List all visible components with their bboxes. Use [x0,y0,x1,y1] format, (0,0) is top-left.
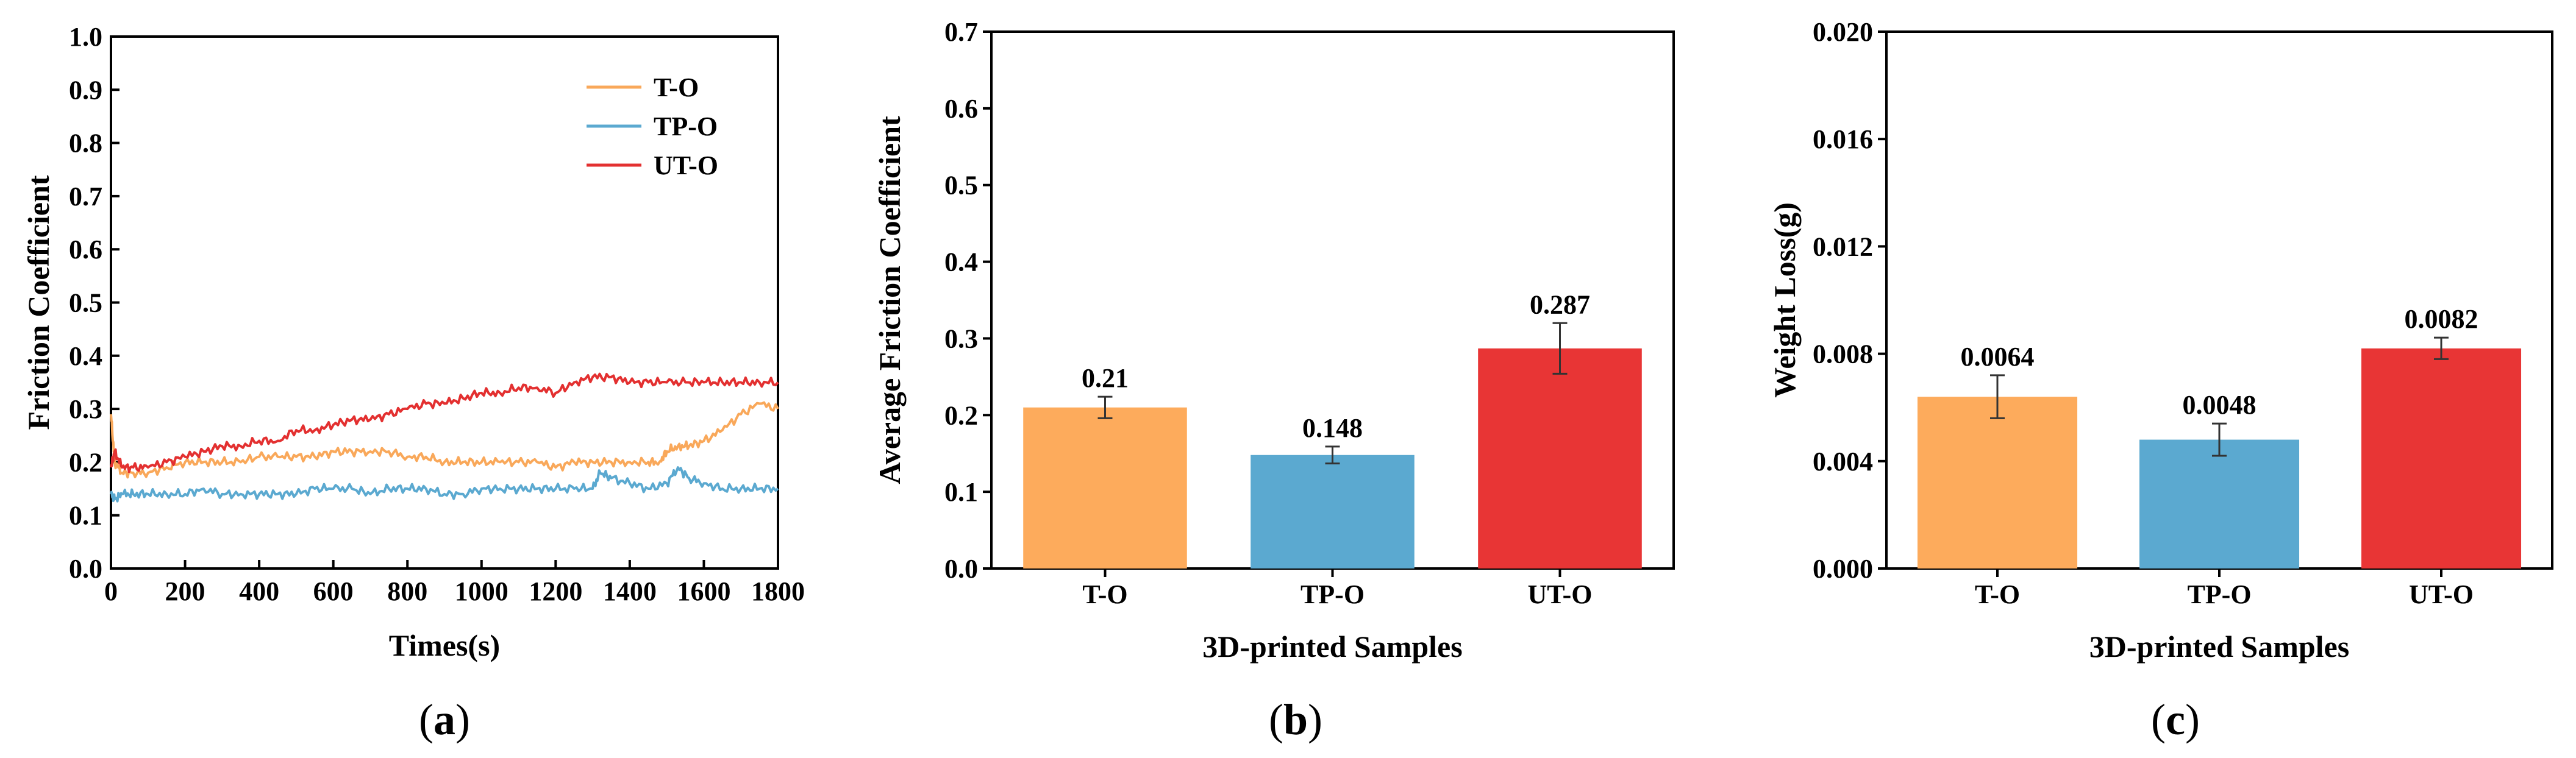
panel-a-legend-label: TP-O [654,112,718,141]
panel-b-bar-t-o [1023,407,1187,568]
panel-c-bar-t-o [1917,397,2078,568]
panel-c-y-tick-label: 0.004 [1813,447,1873,476]
panel-c-x-tick-label: UT-O [2409,579,2474,609]
panel-c-x-tick-label: T-O [1975,579,2020,609]
panel-a-series-line-tp-o [110,466,779,503]
panel-c-data-label: 0.0064 [1961,342,2035,372]
panel-a-x-tick-label: 1400 [603,576,657,606]
panel-c-caption-letter: c [2166,695,2185,744]
panel-b-y-tick-label: 0.1 [944,477,978,507]
panel-a-y-tick-label: 0.1 [69,501,102,531]
panel-a-legend-label: UT-O [654,151,718,180]
panel-b-data-label: 0.287 [1530,289,1590,319]
panel-b-y-axis-label: Average Friction Coefficient [872,116,907,484]
panel-c-y-tick-label: 0.012 [1813,232,1873,261]
panel-a-legend-label: T-O [654,73,699,102]
panel-c-y-tick-label: 0.000 [1813,554,1873,584]
panel-c-y-tick-label: 0.016 [1813,124,1873,154]
panel-a-x-tick-label: 1200 [529,576,582,606]
panel-c-y-axis-label: Weight Loss(g) [1768,202,1802,398]
panel-b-y-tick-label: 0.0 [944,554,978,584]
panel-b-x-axis-label: 3D-printed Samples [1202,629,1462,664]
panel-a-y-tick-label: 0.8 [69,129,102,158]
panel-b-data-label: 0.21 [1082,363,1129,393]
panel-a-x-axis-label: Times(s) [389,628,500,662]
panel-c-caption: (c) [2151,695,2200,744]
panel-b-data-label: 0.148 [1302,413,1363,443]
panel-a-y-tick-label: 0.7 [69,182,102,211]
panel-b-y-tick-label: 0.7 [944,17,978,47]
panel-b-x-tick-label: TP-O [1300,579,1365,609]
panel-b-caption: (b) [1269,695,1322,744]
panel-a-x-tick-label: 1000 [455,576,508,606]
panel-a-y-tick-label: 0.5 [69,288,102,318]
panel-a-y-tick-label: 0.3 [69,394,102,424]
panel-a-x-tick-label: 800 [387,576,427,606]
panel-c-x-tick-label: TP-O [2187,579,2251,609]
panel-c-y-tick-label: 0.008 [1813,339,1873,369]
panel-b-x-tick-label: T-O [1082,579,1127,609]
panel-c-bar-ut-o [2361,348,2522,568]
panel-a-y-tick-label: 0.4 [69,341,102,371]
panel-b-y-tick-label: 0.6 [944,94,978,124]
panel-b-y-tick-label: 0.4 [944,247,978,277]
panel-a-y-tick-label: 1.0 [69,22,102,52]
panel-c-data-label: 0.0048 [2183,390,2257,420]
panel-a-series-line-t-o [110,401,779,479]
panel-a-x-tick-label: 1800 [751,576,805,606]
panel-a-y-axis-label: Friction Coefficient [21,175,55,430]
panel-b-y-tick-label: 0.5 [944,171,978,200]
panel-c-bar-tp-o [2139,439,2300,568]
panel-a-y-tick-label: 0.0 [69,554,102,584]
panel-b-caption-letter: b [1283,695,1308,744]
panel-b-bar-tp-o [1251,455,1415,568]
panel-b-y-tick-label: 0.2 [944,400,978,430]
panel-c-data-label: 0.0082 [2405,304,2478,334]
panel-b-bar-ut-o [1478,348,1642,568]
panel-a-x-tick-label: 600 [313,576,354,606]
panel-a-x-tick-label: 1600 [677,576,730,606]
panel-a-x-tick-label: 400 [239,576,279,606]
panel-a-caption: (a) [419,695,470,744]
panel-c-y-tick-label: 0.020 [1813,17,1873,47]
panel-a-y-tick-label: 0.2 [69,447,102,477]
panel-b-y-tick-label: 0.3 [944,324,978,353]
panel-c-x-axis-label: 3D-printed Samples [2089,629,2349,664]
panel-a-series-line-ut-o [110,372,779,473]
panel-b-x-tick-label: UT-O [1528,579,1593,609]
panel-a-caption-letter: a [433,695,455,744]
panel-a-x-tick-label: 0 [104,576,118,606]
panel-a-y-tick-label: 0.9 [69,75,102,105]
panel-a-x-tick-label: 200 [165,576,205,606]
panel-a-y-tick-label: 0.6 [69,235,102,264]
